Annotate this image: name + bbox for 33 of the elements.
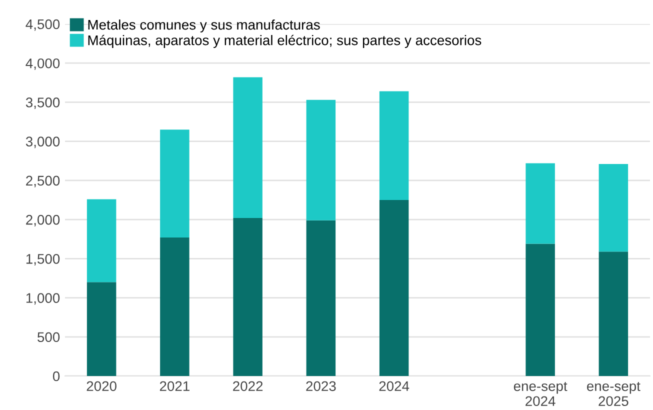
bar <box>306 220 336 376</box>
bar <box>160 130 190 238</box>
y-tick-label: 1,500 <box>26 254 60 266</box>
y-tick-label: 3,000 <box>26 136 60 148</box>
bar <box>233 218 262 376</box>
y-tick-label: 500 <box>38 332 60 342</box>
y-tick-label: 2,500 <box>26 176 60 188</box>
bar <box>379 91 409 200</box>
x-tick-label: ene-sept 2025 <box>587 382 640 406</box>
y-tick-label: 4,500 <box>26 19 60 31</box>
legend-label: Máquinas, aparatos y material eléctrico; sus partes y accesorios <box>88 34 482 48</box>
y-tick-label: 0 <box>52 371 60 382</box>
bar <box>526 244 555 376</box>
y-tick-label: 3,500 <box>26 98 60 110</box>
x-tick-label: 2023 <box>306 381 336 392</box>
bar <box>379 200 409 376</box>
bar <box>306 100 336 220</box>
bar <box>598 164 628 252</box>
x-tick-label: 2021 <box>160 381 190 392</box>
y-tick-label: 2,000 <box>26 214 60 226</box>
bar <box>86 282 116 376</box>
bar <box>86 199 116 282</box>
x-tick-label: 2024 <box>379 381 410 392</box>
bar <box>526 163 555 244</box>
bar <box>160 238 190 376</box>
x-tick-label: ene-sept 2024 <box>514 382 568 406</box>
y-tick-label: 4,000 <box>26 58 60 70</box>
y-tick-label: 1,000 <box>26 293 60 305</box>
legend-label: Metales comunes y sus manufacturas <box>88 19 320 32</box>
bar <box>598 252 628 376</box>
x-tick-label: 2022 <box>233 381 263 392</box>
x-tick-label: 2020 <box>86 381 116 392</box>
bar <box>233 77 262 218</box>
